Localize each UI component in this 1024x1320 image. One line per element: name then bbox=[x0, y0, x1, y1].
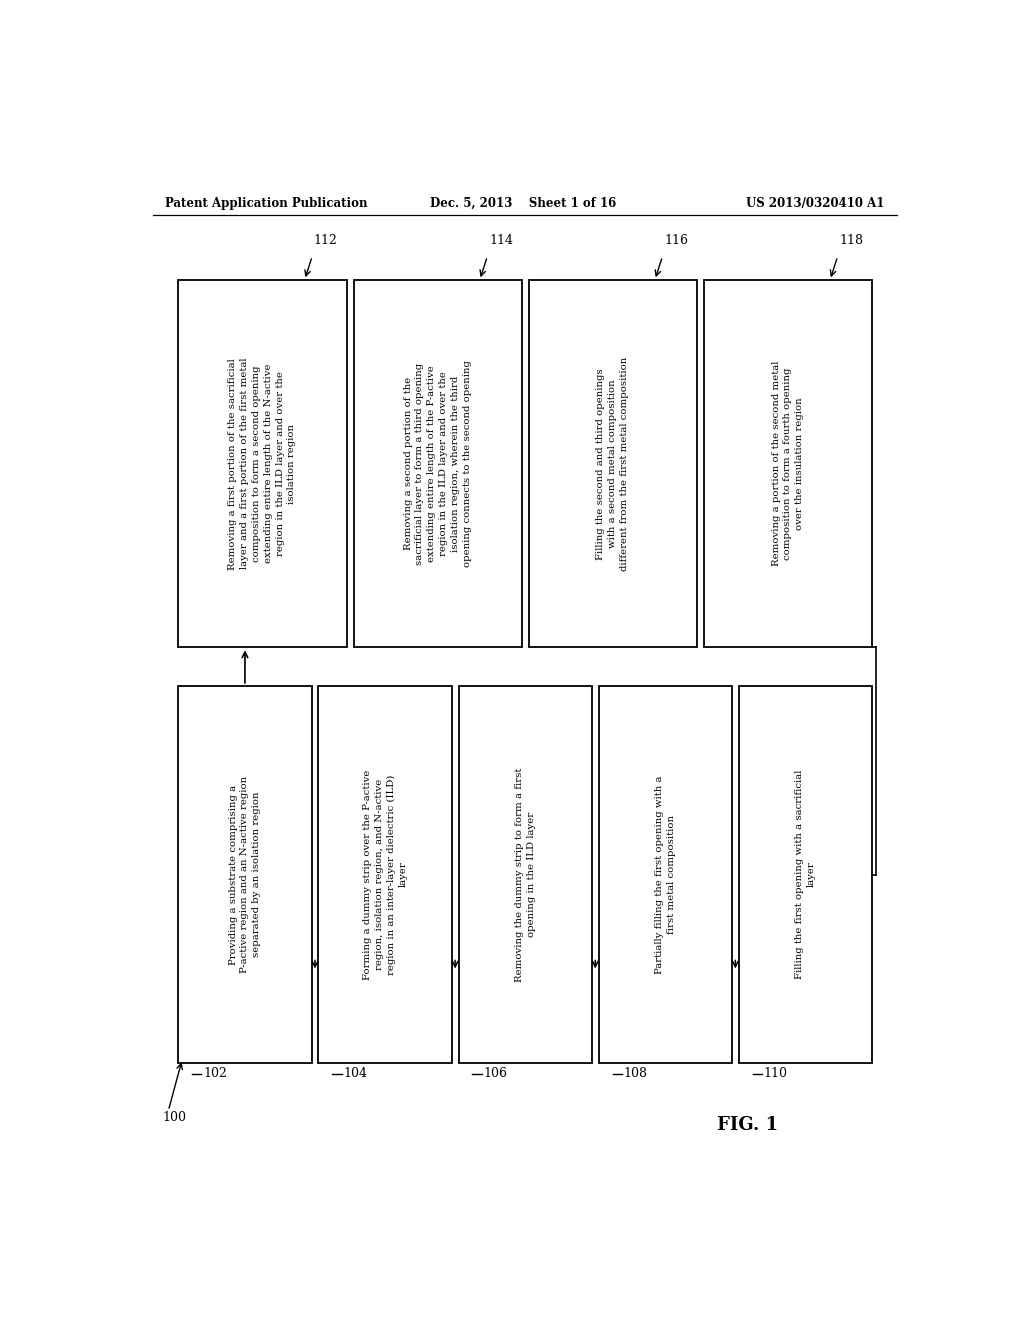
Text: 102: 102 bbox=[203, 1068, 227, 1081]
Text: FIG. 1: FIG. 1 bbox=[718, 1115, 778, 1134]
Text: 116: 116 bbox=[665, 234, 688, 247]
Text: Removing the dummy strip to form a first
opening in the ILD layer: Removing the dummy strip to form a first… bbox=[515, 767, 536, 982]
Text: 108: 108 bbox=[624, 1068, 647, 1081]
Text: 112: 112 bbox=[313, 234, 338, 247]
Text: Dec. 5, 2013    Sheet 1 of 16: Dec. 5, 2013 Sheet 1 of 16 bbox=[430, 197, 616, 210]
Text: 118: 118 bbox=[840, 234, 863, 247]
Text: Forming a dummy strip over the P-active
region, isolation region, and N-active
r: Forming a dummy strip over the P-active … bbox=[362, 770, 408, 979]
Text: 104: 104 bbox=[343, 1068, 368, 1081]
Text: 114: 114 bbox=[488, 234, 513, 247]
Bar bbox=[318, 686, 452, 1063]
Text: 110: 110 bbox=[764, 1068, 787, 1081]
Bar bbox=[178, 280, 346, 647]
Bar bbox=[599, 686, 732, 1063]
Bar bbox=[528, 280, 697, 647]
Text: Filling the first opening with a sacrificial
layer: Filling the first opening with a sacrifi… bbox=[795, 770, 816, 979]
Text: Patent Application Publication: Patent Application Publication bbox=[165, 197, 368, 210]
Bar bbox=[353, 280, 521, 647]
Text: Removing a second portion of the
sacrificial layer to form a third opening
exten: Removing a second portion of the sacrifi… bbox=[403, 360, 472, 568]
Bar bbox=[459, 686, 592, 1063]
Text: US 2013/0320410 A1: US 2013/0320410 A1 bbox=[746, 197, 885, 210]
Text: 100: 100 bbox=[163, 1110, 186, 1123]
Text: Removing a portion of the second metal
composition to form a fourth opening
over: Removing a portion of the second metal c… bbox=[772, 360, 804, 566]
Text: 106: 106 bbox=[483, 1068, 507, 1081]
Bar bbox=[178, 686, 311, 1063]
Text: Removing a first portion of the sacrificial
layer and a first portion of the fir: Removing a first portion of the sacrific… bbox=[228, 358, 297, 570]
Text: Providing a substrate comprising a
P-active region and an N-active region
separa: Providing a substrate comprising a P-act… bbox=[228, 776, 261, 973]
Bar bbox=[703, 280, 872, 647]
Text: Partially filling the first opening with a
first metal composition: Partially filling the first opening with… bbox=[655, 775, 676, 974]
Bar bbox=[739, 686, 872, 1063]
Text: Filling the second and third openings
with a second metal composition
different : Filling the second and third openings wi… bbox=[596, 356, 629, 570]
